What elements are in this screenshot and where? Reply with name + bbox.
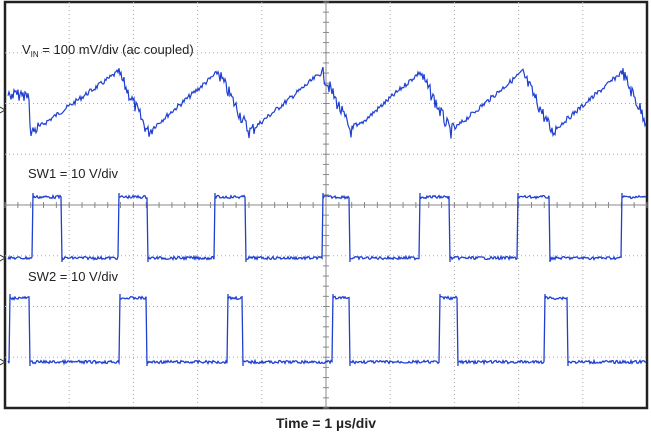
vin-symbol: V bbox=[22, 42, 31, 57]
x-axis-title: Time = 1 µs/div bbox=[276, 415, 376, 431]
sw2-label: SW2 = 10 V/div bbox=[28, 269, 118, 284]
ch1-marker bbox=[0, 106, 6, 114]
vin-trace bbox=[7, 66, 647, 139]
vin-subscript: IN bbox=[31, 50, 39, 59]
grid bbox=[4, 1, 648, 409]
vin-label: VIN = 100 mV/div (ac coupled) bbox=[22, 42, 194, 59]
sw1-trace bbox=[7, 192, 647, 263]
traces bbox=[7, 66, 647, 367]
ch3-marker bbox=[0, 358, 6, 366]
vin-text: = 100 mV/div (ac coupled) bbox=[39, 42, 194, 57]
sw1-label: SW1 = 10 V/div bbox=[28, 166, 118, 181]
sw2-trace bbox=[7, 293, 647, 367]
ch2-marker bbox=[0, 254, 6, 262]
